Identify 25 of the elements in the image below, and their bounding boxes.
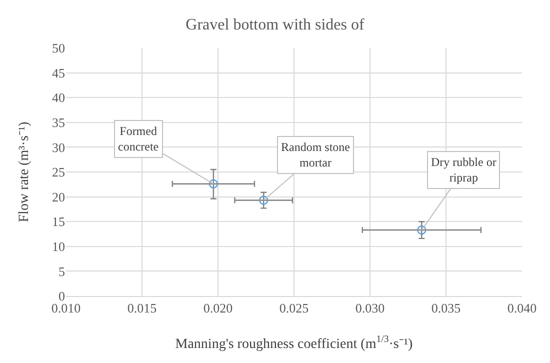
- x-axis-title: Manning's roughness coefficient (m$^{1/3}$·s⁻¹): [175, 334, 414, 352]
- y-tick-label: 10: [52, 238, 65, 254]
- x-tick-label: 0.025: [279, 300, 309, 316]
- x-tick-label: 0.035: [431, 300, 461, 316]
- y-tick-label: 25: [52, 164, 65, 180]
- y-tick-label: 50: [52, 40, 65, 56]
- point: [417, 225, 426, 235]
- x-tick-label: 0.015: [127, 300, 157, 316]
- y-axis-title: Flow rate (m³·s⁻¹): [17, 121, 32, 222]
- x-tick-label: 0.030: [355, 300, 385, 316]
- point: [259, 196, 268, 205]
- y-tick-label: 40: [52, 90, 65, 106]
- x-tick-label: 0.040: [507, 300, 537, 316]
- y-tick-label: 45: [52, 65, 65, 80]
- y-tick-label: 20: [52, 189, 65, 204]
- y-tick-label: 30: [52, 140, 65, 155]
- y-tick-label: 5: [58, 264, 65, 279]
- chart-title: Gravel bottom with sides of: [186, 16, 365, 34]
- y-tick-label: 15: [52, 214, 65, 230]
- annotation: Formed concrete: [118, 124, 159, 154]
- point: [208, 179, 218, 188]
- annotation: Random stone mortar: [281, 140, 350, 170]
- annotation: Dry rubble or riprap: [431, 155, 496, 185]
- x-tick-label: 0.020: [203, 300, 233, 316]
- y-tick-label: 35: [52, 114, 65, 130]
